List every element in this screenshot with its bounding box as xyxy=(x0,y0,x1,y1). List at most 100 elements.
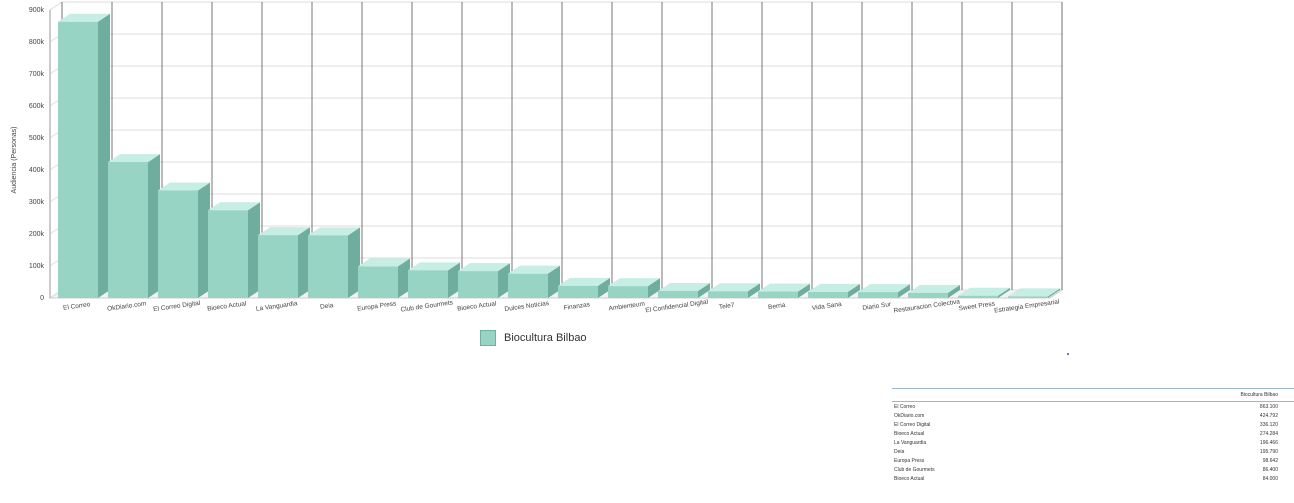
table-cell-name: Europa Press xyxy=(894,457,925,464)
bar-top xyxy=(258,227,310,236)
bar xyxy=(358,258,410,298)
bar xyxy=(658,282,710,298)
bar-side xyxy=(1048,288,1060,298)
bar-front xyxy=(808,291,848,298)
bar xyxy=(908,284,960,298)
bar xyxy=(208,202,260,298)
bar-front xyxy=(908,292,948,298)
bar-top xyxy=(608,278,660,287)
bar-front xyxy=(358,266,398,298)
x-tick-label: Estrategia Empresarial xyxy=(994,298,1061,314)
bar-top xyxy=(708,283,760,292)
bar-side xyxy=(498,263,510,298)
table-cell-value: 86.400 xyxy=(1262,466,1278,473)
bar xyxy=(708,283,760,298)
table-header-row: Biocultura Bilbao xyxy=(892,389,1294,402)
table-row: El Correo Digital 336.120 xyxy=(892,420,1294,429)
table-row: OkDiario.com 424.792 xyxy=(892,411,1294,420)
x-tick-label: Deia xyxy=(320,302,335,311)
y-tick-label: 700k xyxy=(29,71,45,78)
bar xyxy=(1008,288,1060,298)
table-header: Biocultura Bilbao xyxy=(1240,392,1278,398)
bar-side xyxy=(748,283,760,298)
bar-front xyxy=(1008,296,1048,298)
bar-top xyxy=(408,262,460,271)
legend-label: Biocultura Bilbao xyxy=(504,332,587,344)
table-cell-value: 424.792 xyxy=(1259,412,1278,419)
bar-side xyxy=(348,227,360,298)
bar-side xyxy=(948,284,960,298)
table-row: Club de Gourmets 86.400 xyxy=(892,465,1294,474)
bar-side xyxy=(698,282,710,298)
x-tick-label: El Confidencial Digital xyxy=(645,299,709,315)
table-row: Europa Press 98.642 xyxy=(892,456,1294,465)
bar-top xyxy=(858,284,910,293)
bar xyxy=(308,227,360,298)
bar xyxy=(858,284,910,298)
table-cell-name: Deia xyxy=(894,448,905,455)
bar-top xyxy=(308,227,360,236)
bar-front xyxy=(58,21,98,298)
decorative-dot xyxy=(1067,353,1069,355)
bar-top xyxy=(458,263,510,272)
table-cell-name: La Vanguardia xyxy=(894,439,927,446)
gridline-depth xyxy=(49,1,63,11)
bar xyxy=(408,262,460,298)
bar-side xyxy=(998,287,1010,298)
bar-top xyxy=(658,282,710,291)
bar-front xyxy=(508,273,548,298)
chart-legend: Biocultura Bilbao xyxy=(480,330,587,346)
y-tick-label: 400k xyxy=(29,167,45,174)
bar-front xyxy=(658,290,698,298)
y-tick-label: 500k xyxy=(29,135,45,142)
x-tick-label: Tele7 xyxy=(719,302,736,311)
bar-top xyxy=(958,287,1010,296)
table-cell-name: Club de Gourmets xyxy=(894,466,935,473)
bar-front xyxy=(408,270,448,298)
bar xyxy=(108,154,160,298)
bar-top xyxy=(108,154,160,163)
bar xyxy=(258,227,310,298)
x-tick-label: La Vanguardia xyxy=(256,300,299,313)
bar-chart: 0 100k 200k 300k 400k 500k 600k 700k 800k 900k El… xyxy=(11,1,1064,315)
y-tick-label: 800k xyxy=(29,39,45,46)
table-cell-name: Bioeco Actual xyxy=(894,430,925,437)
bar-front xyxy=(108,162,148,298)
bar-side xyxy=(648,278,660,298)
bar-side xyxy=(398,258,410,298)
bar-top xyxy=(558,277,610,286)
table-cell-value: 863.100 xyxy=(1259,403,1278,410)
x-tick-label: Finanzas xyxy=(563,301,591,312)
y-tick-label: 0 xyxy=(40,295,44,302)
table-cell-name: Bioeco Actual xyxy=(894,475,925,482)
table-cell-value: 84.000 xyxy=(1262,475,1278,482)
y-tick-label: 600k xyxy=(29,103,45,110)
table-cell-name: El Correo Digital xyxy=(894,421,931,428)
table-cell-value: 195.790 xyxy=(1259,448,1278,455)
bar-side xyxy=(98,13,110,298)
table-cell-value: 274.284 xyxy=(1259,430,1278,437)
bar-front xyxy=(858,292,898,298)
bar-front xyxy=(308,235,348,298)
x-tick-label: Sweet Press xyxy=(958,300,996,312)
bar-top xyxy=(808,283,860,292)
bar-side xyxy=(898,284,910,298)
table-row: Bioeco Actual 84.000 xyxy=(892,474,1294,483)
bar-front xyxy=(458,271,498,298)
y-axis-label: Audiencia (Personas) xyxy=(11,127,18,194)
bar xyxy=(558,277,610,298)
x-tick-label: Europa Press xyxy=(357,300,398,313)
bar-side xyxy=(848,283,860,298)
table-cell-name: OkDiario.com xyxy=(894,412,925,419)
bar xyxy=(608,278,660,298)
x-tick-label: Berria xyxy=(768,302,787,311)
bars xyxy=(58,13,1060,298)
bar-front xyxy=(758,291,798,298)
bar-top xyxy=(208,202,260,211)
x-tick-label: Diario Sur xyxy=(862,301,892,312)
bar-front xyxy=(608,286,648,298)
bar-top xyxy=(58,13,110,22)
table-row: La Vanguardia 196.466 xyxy=(892,438,1294,447)
bar-front xyxy=(158,190,198,298)
bar-top xyxy=(1008,288,1060,297)
